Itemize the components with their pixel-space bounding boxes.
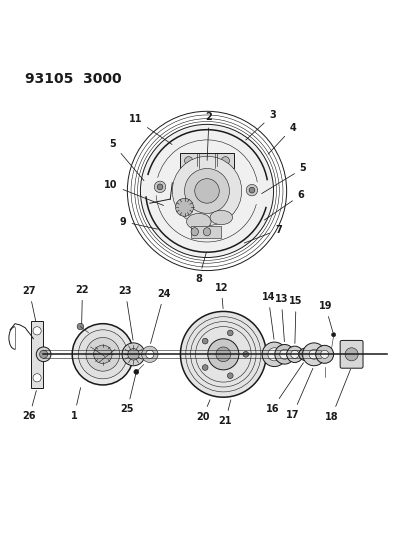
Circle shape bbox=[78, 330, 127, 379]
Text: 6: 6 bbox=[264, 190, 304, 220]
Text: 23: 23 bbox=[118, 286, 133, 340]
Circle shape bbox=[93, 345, 112, 364]
Circle shape bbox=[302, 343, 325, 366]
Circle shape bbox=[301, 351, 308, 358]
Ellipse shape bbox=[186, 213, 211, 230]
Circle shape bbox=[86, 337, 119, 371]
Text: 27: 27 bbox=[23, 286, 36, 321]
Circle shape bbox=[249, 187, 254, 193]
Circle shape bbox=[40, 350, 47, 358]
Circle shape bbox=[227, 330, 233, 336]
Circle shape bbox=[175, 198, 193, 216]
Circle shape bbox=[140, 124, 273, 257]
Text: 15: 15 bbox=[289, 296, 302, 343]
Text: 5: 5 bbox=[109, 139, 144, 181]
Circle shape bbox=[184, 157, 192, 165]
Circle shape bbox=[202, 365, 207, 370]
FancyBboxPatch shape bbox=[190, 225, 221, 238]
Circle shape bbox=[242, 351, 248, 357]
Circle shape bbox=[72, 324, 133, 385]
Text: 4: 4 bbox=[268, 123, 295, 154]
Circle shape bbox=[194, 179, 219, 203]
Circle shape bbox=[261, 342, 286, 367]
Circle shape bbox=[315, 345, 333, 364]
Circle shape bbox=[207, 339, 238, 370]
Text: 5: 5 bbox=[261, 164, 306, 193]
Circle shape bbox=[344, 348, 357, 361]
Text: 22: 22 bbox=[76, 285, 89, 324]
Ellipse shape bbox=[191, 228, 198, 236]
Circle shape bbox=[133, 369, 138, 374]
Circle shape bbox=[33, 374, 41, 382]
Circle shape bbox=[279, 350, 289, 359]
Text: 26: 26 bbox=[23, 391, 36, 422]
Circle shape bbox=[298, 348, 311, 360]
Text: 93105  3000: 93105 3000 bbox=[25, 72, 121, 86]
Ellipse shape bbox=[203, 228, 210, 236]
Circle shape bbox=[274, 344, 294, 364]
Circle shape bbox=[77, 324, 83, 330]
Text: 2: 2 bbox=[205, 112, 212, 160]
Circle shape bbox=[309, 350, 318, 359]
Circle shape bbox=[122, 343, 145, 366]
Bar bbox=[31, 321, 43, 388]
Circle shape bbox=[184, 168, 229, 213]
Circle shape bbox=[128, 349, 139, 360]
Circle shape bbox=[286, 346, 302, 362]
Circle shape bbox=[202, 338, 207, 344]
Circle shape bbox=[145, 350, 154, 358]
Text: 19: 19 bbox=[318, 301, 332, 332]
Circle shape bbox=[227, 373, 233, 378]
Text: 16: 16 bbox=[265, 363, 303, 414]
Text: 25: 25 bbox=[120, 375, 135, 415]
Text: 20: 20 bbox=[196, 400, 209, 422]
Text: 8: 8 bbox=[195, 253, 206, 284]
Circle shape bbox=[172, 156, 241, 225]
Circle shape bbox=[36, 347, 51, 362]
Text: 7: 7 bbox=[244, 225, 281, 243]
Text: 9: 9 bbox=[120, 216, 157, 229]
Circle shape bbox=[180, 311, 266, 397]
FancyBboxPatch shape bbox=[180, 153, 233, 168]
Text: 13: 13 bbox=[274, 294, 287, 342]
Circle shape bbox=[331, 333, 335, 337]
Text: 1: 1 bbox=[71, 387, 81, 421]
Circle shape bbox=[33, 327, 41, 335]
Text: 11: 11 bbox=[128, 115, 172, 144]
Text: 18: 18 bbox=[324, 369, 350, 422]
Ellipse shape bbox=[209, 211, 232, 224]
Circle shape bbox=[246, 184, 257, 196]
Circle shape bbox=[141, 346, 158, 362]
Text: 12: 12 bbox=[214, 282, 228, 309]
Circle shape bbox=[216, 347, 230, 362]
Circle shape bbox=[320, 350, 328, 358]
Text: 24: 24 bbox=[150, 289, 171, 343]
Text: 17: 17 bbox=[285, 368, 312, 420]
Circle shape bbox=[157, 184, 162, 190]
Text: 3: 3 bbox=[245, 110, 275, 140]
Text: 10: 10 bbox=[104, 180, 163, 205]
FancyBboxPatch shape bbox=[339, 341, 362, 368]
Circle shape bbox=[221, 157, 229, 165]
Circle shape bbox=[290, 350, 298, 358]
Circle shape bbox=[267, 348, 280, 361]
Circle shape bbox=[154, 181, 165, 192]
Text: 14: 14 bbox=[261, 292, 274, 340]
Text: 21: 21 bbox=[218, 400, 232, 426]
